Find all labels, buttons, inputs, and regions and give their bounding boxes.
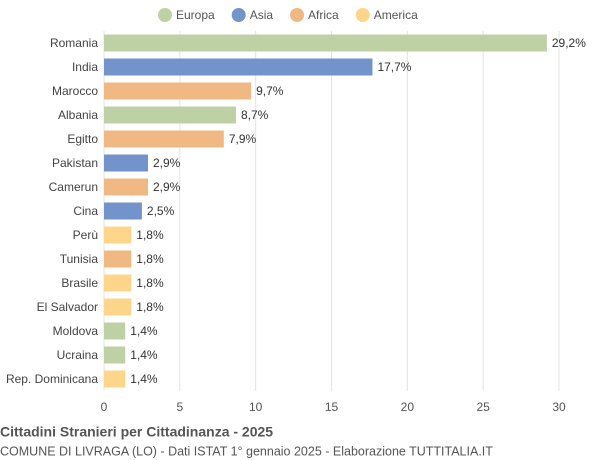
x-tick-label: 15 bbox=[325, 400, 339, 414]
x-tick-label: 25 bbox=[476, 400, 490, 414]
y-tick-label: Cina bbox=[73, 204, 98, 218]
legend-swatch bbox=[158, 8, 172, 22]
chart-title: Cittadini Stranieri per Cittadinanza - 2… bbox=[0, 424, 273, 440]
bar bbox=[104, 178, 148, 196]
value-label: 1,4% bbox=[130, 324, 158, 338]
y-tick-label: Tunisia bbox=[60, 252, 99, 266]
legend-swatch bbox=[231, 8, 246, 22]
bar bbox=[104, 106, 236, 124]
bar bbox=[104, 58, 373, 76]
legend-label: America bbox=[374, 8, 418, 22]
value-label: 1,4% bbox=[130, 372, 158, 386]
value-label: 17,7% bbox=[377, 60, 411, 74]
bar bbox=[104, 346, 126, 364]
bar bbox=[104, 226, 132, 244]
bar bbox=[104, 154, 148, 172]
value-label: 1,8% bbox=[136, 276, 164, 290]
value-label: 1,8% bbox=[136, 300, 164, 314]
legend-label: Asia bbox=[250, 8, 274, 22]
y-tick-label: Marocco bbox=[52, 84, 98, 98]
chart-subtitle: COMUNE DI LIVRAGA (LO) - Dati ISTAT 1° g… bbox=[0, 444, 493, 458]
y-tick-label: Egitto bbox=[67, 132, 98, 146]
bar bbox=[104, 250, 132, 268]
x-tick-label: 10 bbox=[249, 400, 263, 414]
value-label: 1,8% bbox=[136, 228, 164, 242]
x-tick-label: 20 bbox=[401, 400, 415, 414]
bar bbox=[104, 322, 126, 340]
y-tick-label: Romania bbox=[50, 36, 98, 50]
y-tick-label: Rep. Dominicana bbox=[6, 372, 98, 386]
bar bbox=[104, 274, 132, 292]
value-label: 9,7% bbox=[256, 84, 284, 98]
value-label: 2,5% bbox=[147, 204, 175, 218]
y-tick-label: Ucraina bbox=[57, 348, 99, 362]
x-tick-label: 5 bbox=[176, 400, 183, 414]
value-label: 8,7% bbox=[241, 108, 269, 122]
value-label: 1,4% bbox=[130, 348, 158, 362]
y-tick-label: Moldova bbox=[53, 324, 99, 338]
bar bbox=[104, 82, 252, 100]
x-tick-label: 0 bbox=[101, 400, 108, 414]
legend-swatch bbox=[355, 8, 370, 22]
bar bbox=[104, 370, 126, 388]
value-label: 29,2% bbox=[552, 36, 586, 50]
y-tick-label: El Salvador bbox=[37, 300, 98, 314]
x-tick-label: 30 bbox=[552, 400, 566, 414]
legend-label: Europa bbox=[176, 8, 215, 22]
value-label: 2,9% bbox=[153, 156, 181, 170]
bar bbox=[104, 202, 142, 220]
bar bbox=[104, 130, 224, 148]
value-label: 1,8% bbox=[136, 252, 164, 266]
y-tick-label: Pakistan bbox=[52, 156, 98, 170]
value-label: 7,9% bbox=[229, 132, 257, 146]
bar bbox=[104, 34, 547, 52]
y-tick-label: India bbox=[72, 60, 98, 74]
bar bbox=[104, 298, 132, 316]
legend-swatch bbox=[290, 8, 305, 22]
y-tick-label: Albania bbox=[58, 108, 98, 122]
legend-label: Africa bbox=[308, 8, 339, 22]
y-tick-label: Camerun bbox=[49, 180, 98, 194]
y-tick-label: Brasile bbox=[61, 276, 98, 290]
value-label: 2,9% bbox=[153, 180, 181, 194]
y-tick-label: Perù bbox=[73, 228, 98, 242]
